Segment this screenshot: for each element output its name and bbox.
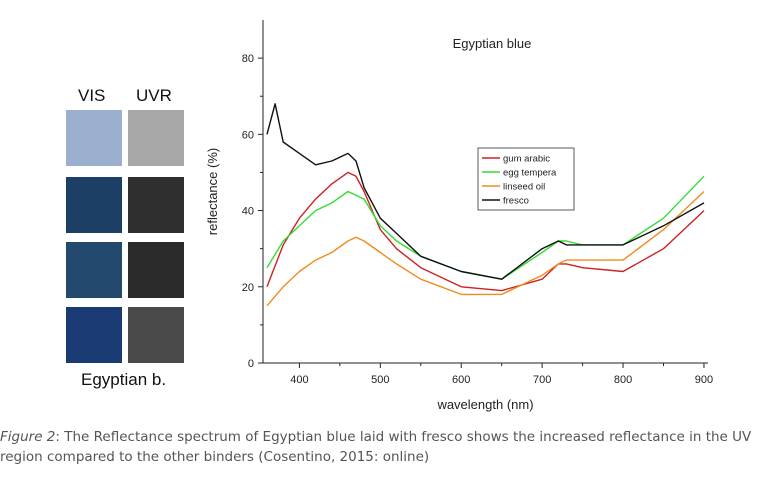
caption-text: : The Reflectance spectrum of Egyptian b… [0,429,752,465]
swatch-panel: VIS UVR Egyptian b. [60,80,196,400]
vis-swatch [66,242,122,298]
uvr-swatch [128,242,184,298]
x-axis-label: wavelength (nm) [436,397,533,412]
series-line-linseed-oil [266,190,705,307]
uvr-swatch [128,307,184,363]
y-tick-label: 60 [242,129,254,141]
x-tick-label: 700 [533,374,551,386]
swatch-caption: Egyptian b. [81,370,167,389]
series-line-fresco [266,103,705,280]
y-tick-label: 40 [242,206,254,218]
chart-title: Egyptian blue [453,36,532,51]
x-tick-label: 800 [614,374,632,386]
legend-entry: gum arabic [503,154,550,165]
x-tick-label: 900 [695,374,713,386]
y-tick-label: 20 [242,282,254,294]
vis-swatch [66,110,122,166]
vis-column-header: VIS [78,86,106,105]
vis-swatch [66,177,122,233]
uvr-column-header: UVR [136,86,172,105]
x-tick-label: 400 [290,374,308,386]
legend-entry: egg tempera [503,168,557,179]
x-tick-label: 500 [371,374,389,386]
legend-entry: linseed oil [503,182,545,193]
y-axis-label: reflectance (%) [205,148,220,235]
x-tick-label: 600 [452,374,470,386]
y-tick-label: 80 [242,53,254,65]
reflectance-chart: 400 500 600 700 800 900 0 20 40 60 80 Egyptian blue… [205,20,713,412]
uvr-swatch [128,177,184,233]
figure-label: Figure 2 [0,429,56,445]
legend-entry: fresco [503,196,529,207]
series-line-gum-arabic [266,171,705,292]
y-tick-label: 0 [248,358,254,370]
figure-caption: Figure 2: The Reflectance spectrum of Eg… [0,427,768,467]
uvr-swatch [128,110,184,166]
vis-swatch [66,307,122,363]
